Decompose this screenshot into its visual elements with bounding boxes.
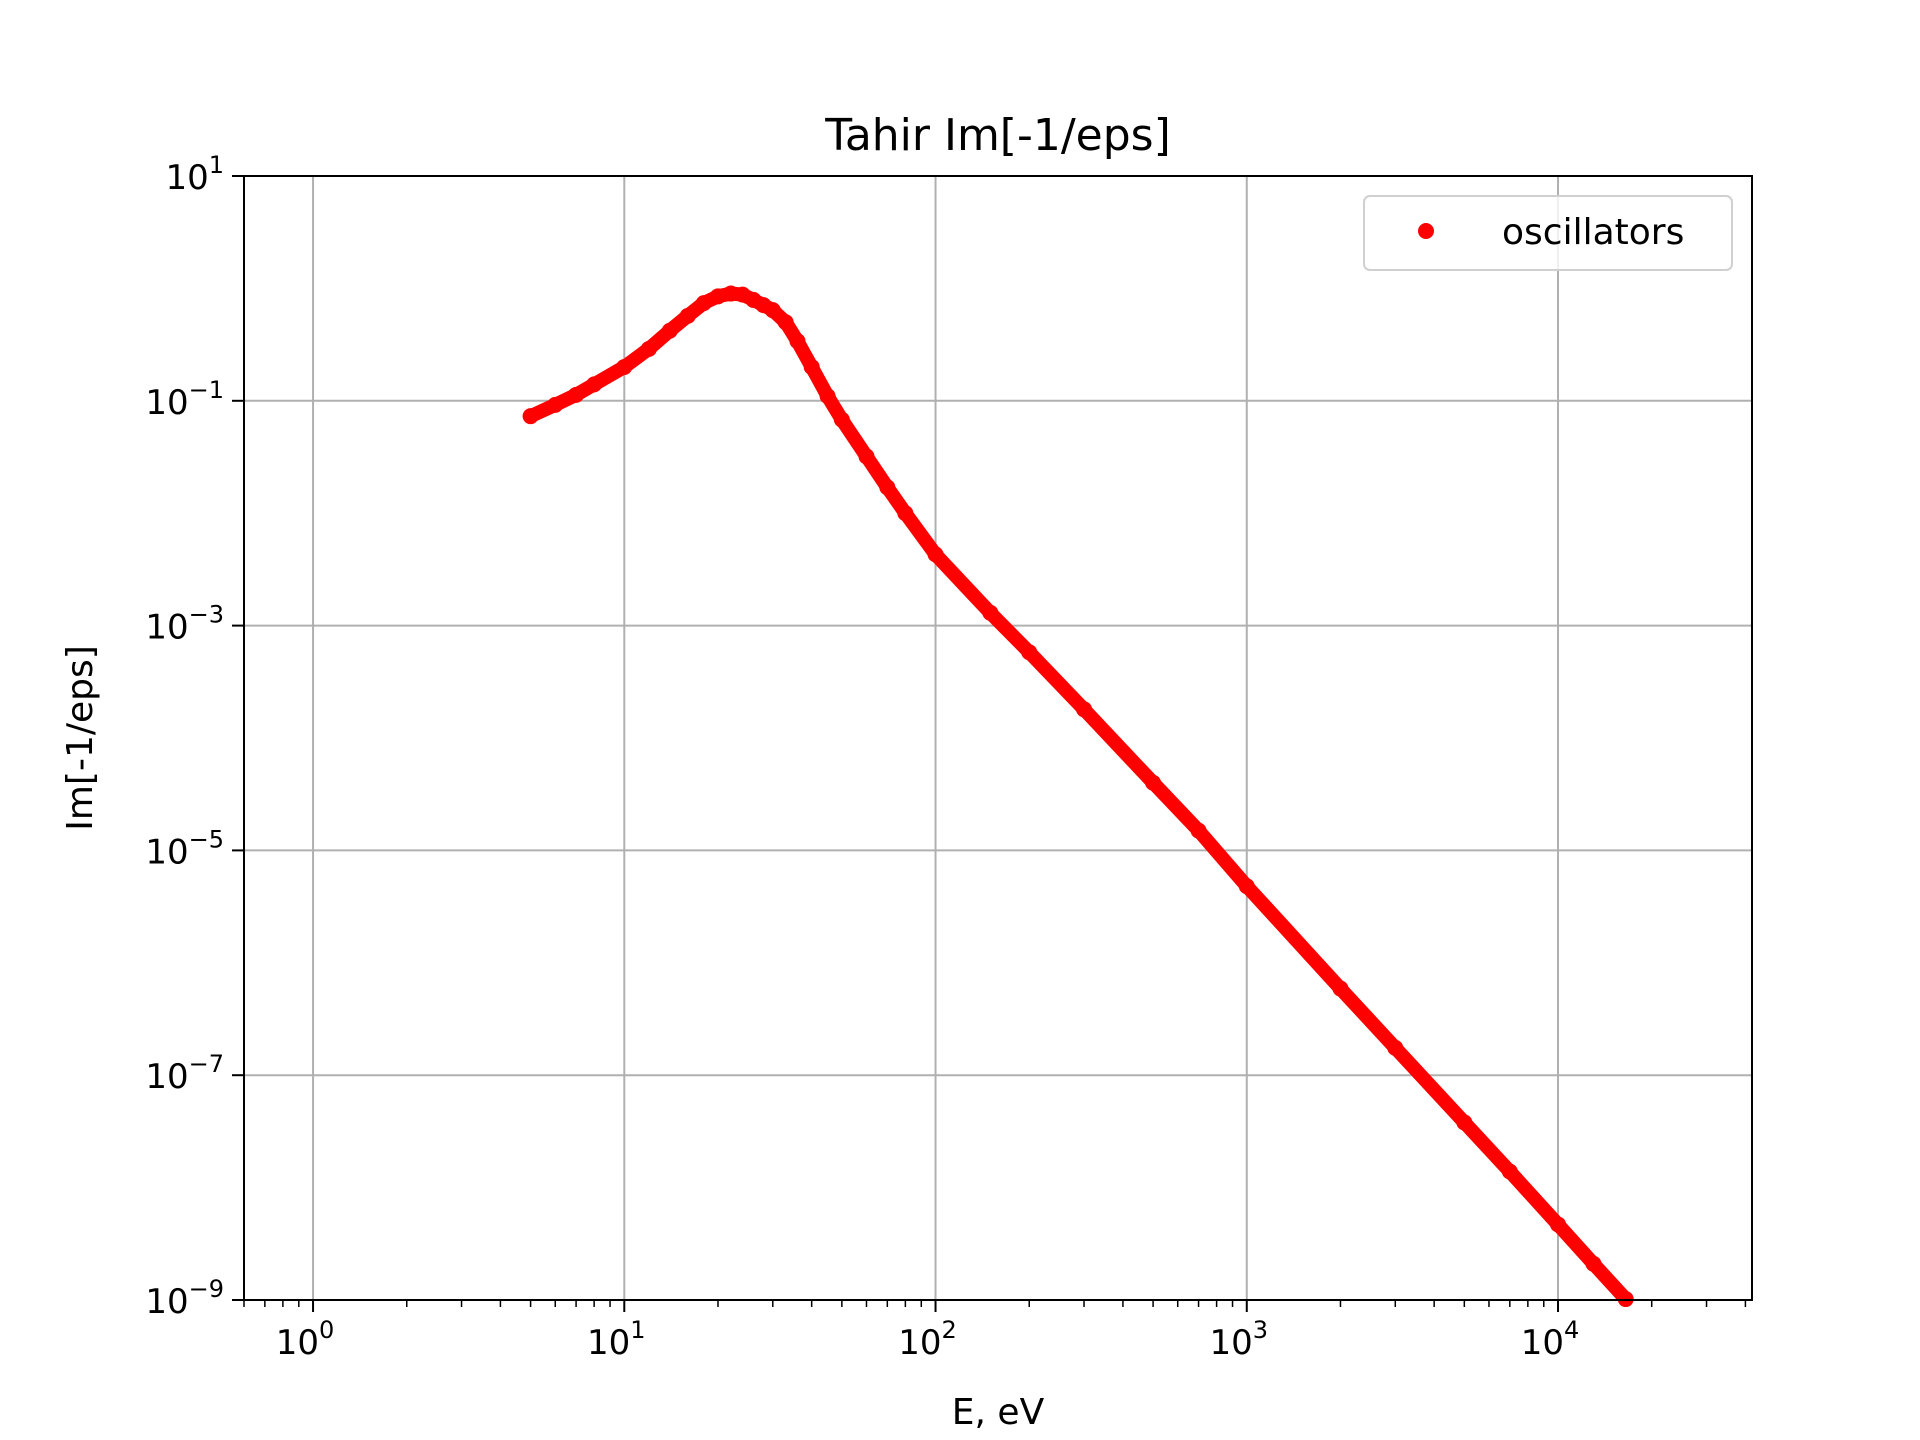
data-point — [789, 333, 806, 350]
data-point — [927, 546, 944, 563]
data-point — [803, 358, 820, 375]
y-tick-label: 10−5 — [145, 825, 224, 872]
data-point — [1145, 774, 1162, 791]
x-tick-label: 100 — [276, 1316, 335, 1363]
y-tick-label: 101 — [165, 151, 224, 198]
data-point — [1190, 822, 1207, 839]
data-point — [586, 376, 603, 393]
legend-label: oscillators — [1502, 212, 1684, 253]
data-point — [777, 314, 794, 331]
data-point — [1021, 644, 1038, 661]
data-point — [858, 448, 875, 465]
x-tick-label: 103 — [1210, 1316, 1269, 1363]
y-tick-label: 10−9 — [145, 1275, 224, 1322]
y-tick-label: 10−1 — [145, 376, 224, 423]
data-point — [1238, 878, 1255, 895]
data-point — [661, 322, 678, 339]
y-tick-label: 10−3 — [145, 601, 224, 648]
series-layer — [522, 285, 1634, 1308]
data-point — [679, 307, 696, 324]
x-tick-label: 102 — [898, 1316, 957, 1363]
y-axis-label: Im[-1/eps] — [60, 645, 101, 831]
data-point — [1387, 1039, 1404, 1056]
data-point — [879, 479, 896, 496]
data-point — [568, 386, 585, 403]
data-point — [709, 288, 726, 305]
data-point — [764, 302, 781, 319]
x-tick-label: 101 — [587, 1316, 646, 1363]
plot-frame — [243, 175, 1753, 1301]
data-point — [833, 411, 850, 428]
legend-box — [1363, 195, 1733, 271]
chart-title: Tahir Im[-1/eps] — [824, 110, 1171, 161]
data-point — [897, 505, 914, 522]
data-point — [1585, 1255, 1602, 1272]
data-point — [982, 604, 999, 621]
data-point — [547, 396, 564, 413]
data-point — [640, 340, 657, 357]
data-point — [695, 295, 712, 312]
data-point — [1501, 1163, 1518, 1180]
data-point — [616, 358, 633, 375]
data-point — [522, 408, 539, 425]
legend: oscillators — [1363, 195, 1733, 271]
data-point — [1550, 1216, 1567, 1233]
y-tick-label: 10−7 — [145, 1050, 224, 1097]
data-point — [819, 388, 836, 405]
x-axis-label: E, eV — [952, 1392, 1045, 1433]
data-point — [722, 285, 739, 302]
legend-marker — [1418, 223, 1434, 239]
ticks: 100 101 102 103 104 10−9 10−7 10−5 10−3 10−1 101 — [145, 151, 1747, 1363]
data-point — [1076, 701, 1093, 718]
x-tick-label: 104 — [1521, 1316, 1580, 1363]
data-point — [1456, 1114, 1473, 1131]
data-point — [1332, 980, 1349, 997]
